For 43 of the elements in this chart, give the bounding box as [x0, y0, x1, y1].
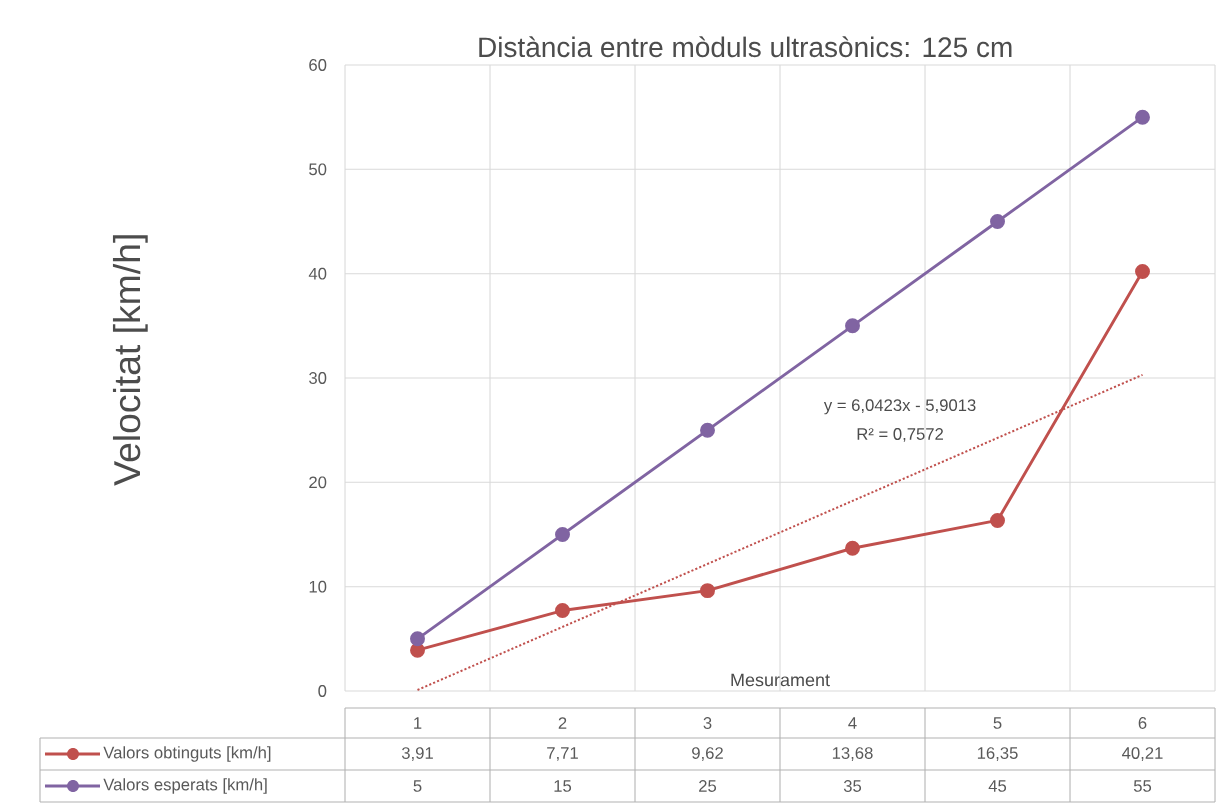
- point: [1135, 264, 1150, 279]
- point: [410, 631, 425, 647]
- point: [555, 603, 570, 619]
- legend-label: Valors esperats [km/h]: [103, 778, 267, 794]
- x-tick-label: 5: [993, 717, 1002, 729]
- annotation: R² = 0,7572: [857, 428, 943, 442]
- data-label: 13,68: [832, 747, 873, 761]
- point: [845, 318, 860, 334]
- point: [700, 422, 715, 438]
- y-tick-label: 20: [309, 476, 327, 489]
- data-label: 3,91: [401, 747, 433, 761]
- data-label: 5: [413, 780, 422, 792]
- x-axis-title: Mesurament: [731, 673, 830, 687]
- y-tick-label: 60: [309, 59, 327, 71]
- point: [990, 214, 1005, 229]
- y-axis-title: Velocitat [km/h]: [112, 235, 148, 486]
- y-tick-label: 10: [309, 580, 327, 593]
- x-tick-label: 2: [558, 717, 567, 729]
- y-tick-label: 40: [308, 267, 327, 280]
- annotation: y = 6,0423x - 5,9013: [823, 399, 976, 415]
- data-label: 16,35: [977, 747, 1018, 761]
- point: [1135, 109, 1150, 125]
- x-tick-label: 1: [414, 717, 422, 729]
- x-tick-label: 4: [848, 717, 857, 729]
- data-label: 35: [843, 780, 862, 792]
- x-tick-label: 6: [1138, 717, 1147, 729]
- data-label: 45: [988, 780, 1007, 792]
- data-label: 55: [1133, 780, 1152, 792]
- point: [845, 540, 860, 556]
- x-tick-label: 3: [703, 717, 712, 729]
- point: [700, 583, 715, 599]
- y-tick-label: 0: [318, 685, 327, 697]
- chart-title: Distància entre mòduls ultrasònics: 125 cm: [479, 36, 1012, 58]
- legend-label: Valors obtinguts [km/h]: [103, 746, 271, 762]
- data-label: 15: [554, 780, 572, 792]
- point: [555, 527, 570, 542]
- data-label: 25: [699, 780, 717, 792]
- y-tick-label: 50: [309, 163, 327, 176]
- data-label: 9,62: [692, 747, 723, 761]
- data-label: 40,21: [1122, 747, 1163, 761]
- point: [990, 512, 1005, 528]
- y-tick-label: 30: [309, 372, 327, 384]
- data-label: 7,71: [547, 747, 578, 761]
